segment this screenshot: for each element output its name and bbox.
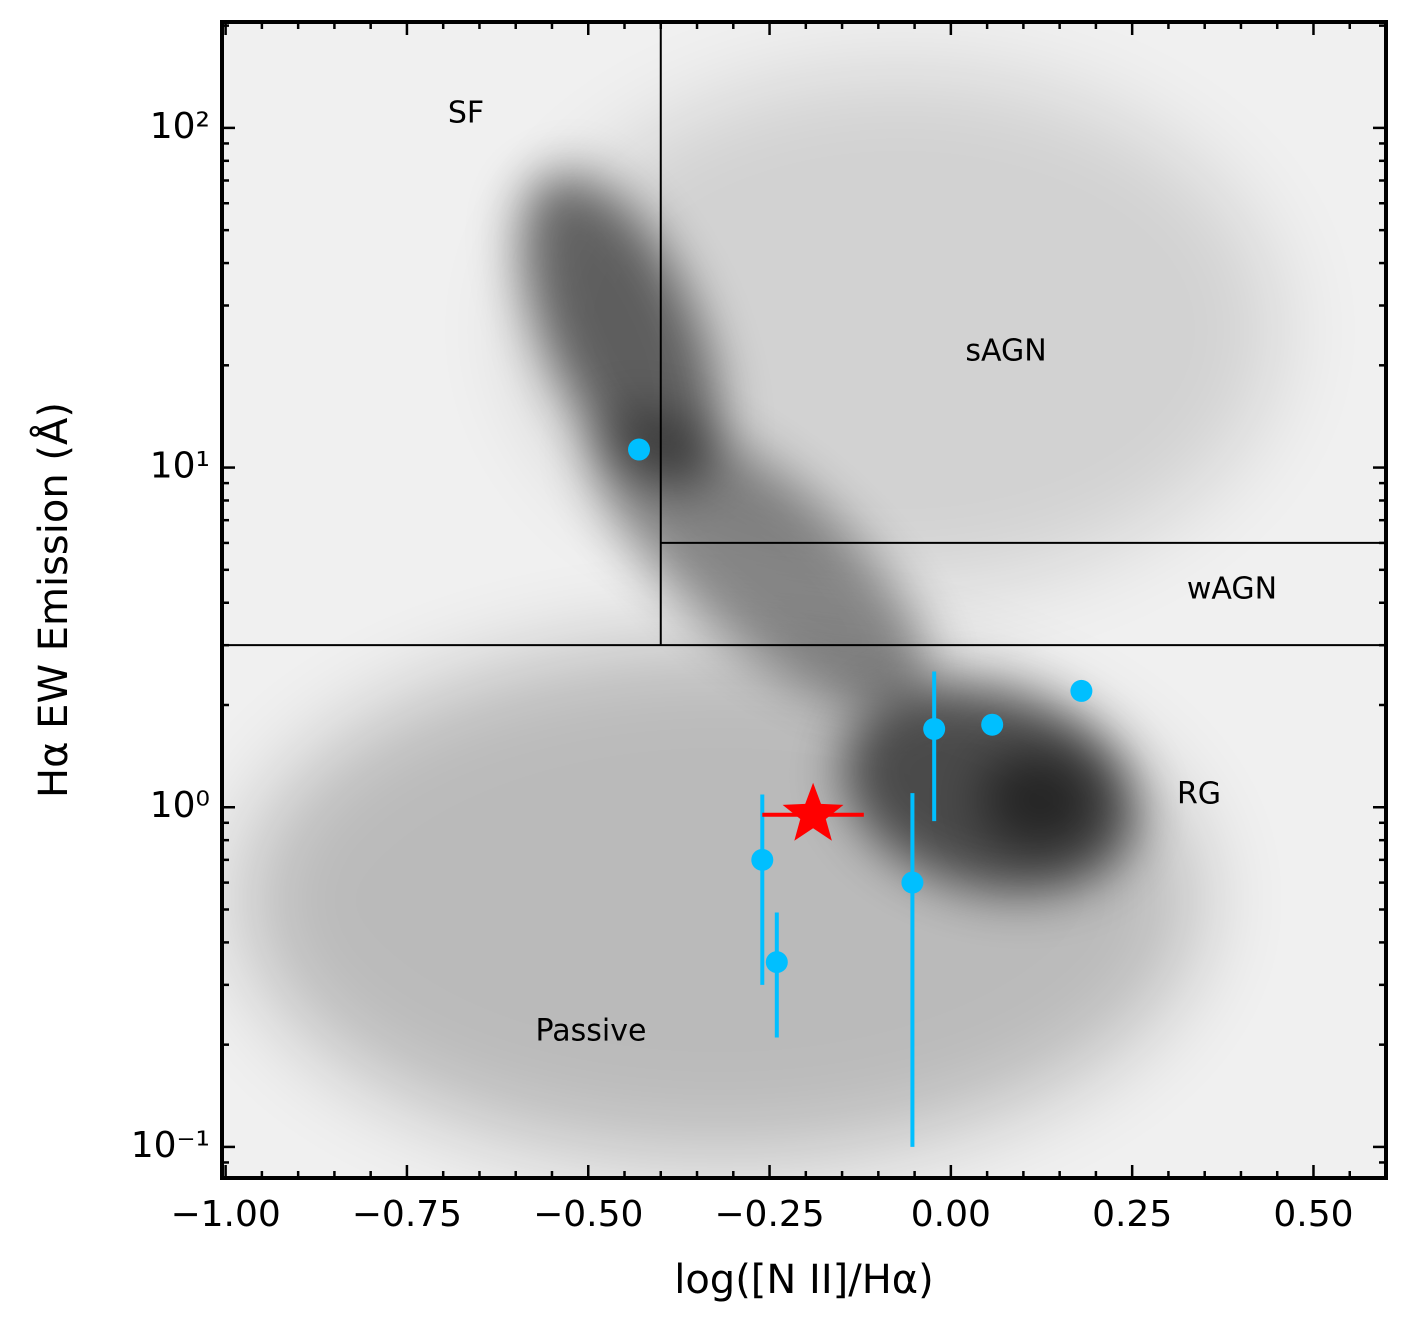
y-tick-label: 10⁻¹ bbox=[131, 1125, 210, 1166]
scatter-point bbox=[751, 848, 774, 871]
plot-frame bbox=[220, 20, 1388, 1180]
x-axis-label: log([N II]/Hα) bbox=[674, 1257, 934, 1303]
region-label: RG bbox=[1177, 777, 1221, 812]
star-point bbox=[782, 782, 844, 841]
region-label: sAGN bbox=[965, 334, 1046, 369]
region-label: Passive bbox=[536, 1014, 647, 1049]
region-label: wAGN bbox=[1187, 572, 1277, 607]
region-label: SF bbox=[448, 96, 484, 131]
plot-area bbox=[222, 22, 1386, 1147]
y-tick-label: 10¹ bbox=[150, 446, 210, 487]
scatter-point bbox=[923, 717, 946, 740]
scatter-point bbox=[765, 951, 788, 974]
scatter-point bbox=[901, 871, 924, 894]
y-tick-label: 10² bbox=[150, 106, 210, 147]
x-tick-label: 0.50 bbox=[1273, 1194, 1353, 1235]
x-tick-label: −1.00 bbox=[170, 1194, 280, 1235]
x-tick-label: −0.50 bbox=[533, 1194, 643, 1235]
y-axis-label: Hα EW Emission (Å) bbox=[29, 402, 77, 798]
x-tick-label: −0.25 bbox=[714, 1194, 824, 1235]
scatter-point bbox=[1070, 679, 1093, 702]
background-density bbox=[222, 22, 1386, 1178]
x-tick-label: 0.00 bbox=[911, 1194, 991, 1235]
y-tick-label: 10⁰ bbox=[150, 785, 210, 826]
scatter-point bbox=[628, 438, 651, 461]
x-tick-label: −0.75 bbox=[352, 1194, 462, 1235]
x-tick-label: 0.25 bbox=[1092, 1194, 1172, 1235]
scatter-point bbox=[981, 713, 1004, 736]
